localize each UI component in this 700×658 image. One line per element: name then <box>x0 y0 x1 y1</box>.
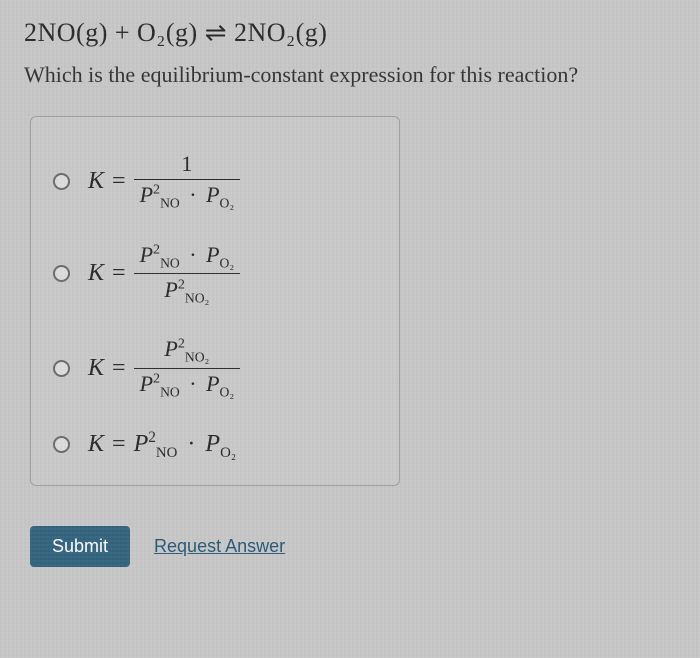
var-K: K <box>88 168 104 195</box>
dot: · <box>187 431 195 457</box>
p-symbol: P <box>134 431 149 457</box>
denominator: P2NO₂ <box>158 274 215 308</box>
p-symbol: P <box>164 336 177 361</box>
radio-button[interactable] <box>53 436 70 453</box>
p-symbol: P <box>164 277 177 302</box>
radio-button[interactable] <box>53 360 70 377</box>
subscript: NO <box>160 196 180 211</box>
radio-button[interactable] <box>53 173 70 190</box>
exponent: 2 <box>153 242 160 258</box>
dot: · <box>189 242 196 267</box>
var-K: K <box>88 260 104 287</box>
numerator: P2NO · PO₂ <box>134 240 241 274</box>
request-answer-link[interactable]: Request Answer <box>154 536 285 557</box>
answers-card: K = 1 P2NO · PO₂ K = <box>30 116 400 486</box>
numerator: 1 <box>175 149 198 179</box>
denominator: P2NO · PO₂ <box>134 369 241 403</box>
equals-sign: = <box>112 260 126 287</box>
p-symbol: P <box>206 182 219 207</box>
radio-button[interactable] <box>53 265 70 282</box>
equals-sign: = <box>112 355 126 382</box>
option-expression: K = P2NO · PO₂ P2NO₂ <box>88 240 240 308</box>
subscript: NO <box>156 444 178 460</box>
numerator: P2NO₂ <box>158 334 215 368</box>
action-bar: Submit Request Answer <box>30 526 676 567</box>
p-symbol: P <box>140 182 153 207</box>
subscript: NO <box>160 385 180 400</box>
equals-sign: = <box>112 168 126 195</box>
option-row[interactable]: K = P2NO · PO₂ P2NO₂ <box>53 240 377 308</box>
option-expression: K = 1 P2NO · PO₂ <box>88 149 240 214</box>
exponent: 2 <box>148 429 156 446</box>
dot: · <box>189 371 196 396</box>
exponent: 2 <box>153 182 160 198</box>
dot: · <box>189 182 196 207</box>
subscript: O₂ <box>220 255 235 270</box>
exponent: 2 <box>178 276 185 292</box>
submit-button[interactable]: Submit <box>30 526 130 567</box>
reaction-equation: 2NO(g) + O₂(g) ⇌ 2NO₂(g) <box>24 18 676 48</box>
option-expression: K = P2NO · PO₂ <box>88 429 236 462</box>
var-K: K <box>88 355 104 382</box>
subscript: NO₂ <box>185 350 209 365</box>
equals-sign: = <box>112 431 126 458</box>
option-row[interactable]: K = 1 P2NO · PO₂ <box>53 149 377 214</box>
fraction: 1 P2NO · PO₂ <box>134 149 241 214</box>
p-symbol: P <box>205 431 220 457</box>
subscript: O₂ <box>220 444 236 460</box>
subscript: O₂ <box>220 196 235 211</box>
var-K: K <box>88 431 104 458</box>
fraction: P2NO₂ P2NO · PO₂ <box>134 334 241 402</box>
exponent: 2 <box>153 371 160 387</box>
option-expression: K = P2NO₂ P2NO · PO₂ <box>88 334 240 402</box>
option-row[interactable]: K = P2NO · PO₂ <box>53 429 377 462</box>
subscript: NO <box>160 255 180 270</box>
p-symbol: P <box>206 242 219 267</box>
p-symbol: P <box>206 371 219 396</box>
p-symbol: P <box>140 242 153 267</box>
exponent: 2 <box>178 336 185 352</box>
fraction: P2NO · PO₂ P2NO₂ <box>134 240 241 308</box>
subscript: O₂ <box>220 385 235 400</box>
question-prompt: Which is the equilibrium-constant expres… <box>24 62 676 88</box>
subscript: NO₂ <box>185 290 209 305</box>
denominator: P2NO · PO₂ <box>134 180 241 214</box>
p-symbol: P <box>140 371 153 396</box>
option-row[interactable]: K = P2NO₂ P2NO · PO₂ <box>53 334 377 402</box>
